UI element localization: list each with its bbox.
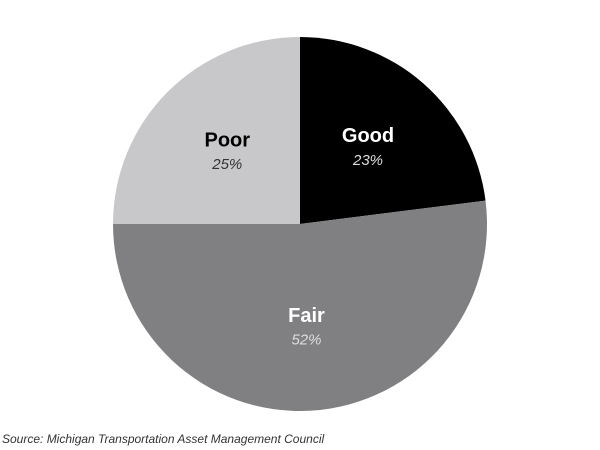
source-note: Source: Michigan Transportation Asset Ma… — [2, 432, 324, 446]
pie-slice — [113, 37, 300, 224]
slice-label: Good — [342, 125, 394, 147]
pie-slice — [113, 200, 487, 411]
value-label: 25% — [211, 156, 242, 173]
pie-labels: Good 23% Fair 52% Poor 25% — [204, 125, 394, 348]
slice-label: Fair — [288, 305, 325, 327]
value-label: 52% — [291, 332, 321, 349]
slice-label: Poor — [204, 130, 250, 152]
value-label: 23% — [352, 152, 383, 169]
pie — [113, 37, 487, 411]
pie-slice — [300, 37, 486, 224]
